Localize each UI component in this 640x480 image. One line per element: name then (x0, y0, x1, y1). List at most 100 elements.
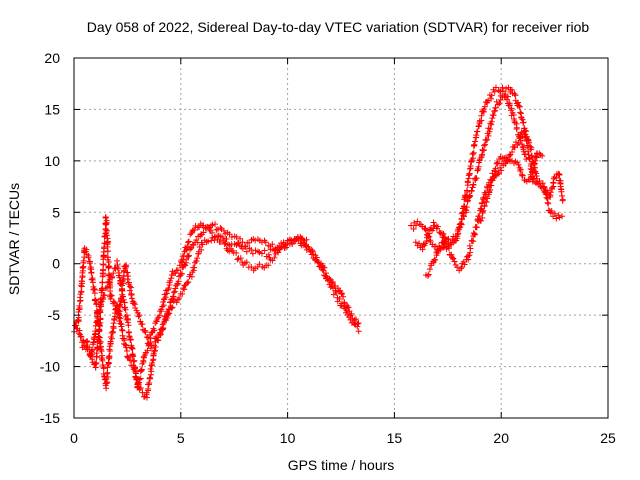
data-point (163, 290, 170, 297)
data-point (167, 298, 174, 305)
data-point (108, 335, 115, 342)
data-point (542, 190, 549, 197)
data-point (222, 240, 229, 247)
data-point (530, 159, 537, 166)
data-point (129, 345, 136, 352)
data-point (355, 320, 362, 327)
data-point (91, 290, 98, 297)
data-point (121, 337, 128, 344)
data-point (186, 252, 193, 259)
data-point (504, 157, 511, 164)
data-point (518, 171, 525, 178)
data-point (101, 245, 108, 252)
data-point (467, 193, 474, 200)
data-point (490, 112, 497, 119)
data-point (112, 313, 119, 320)
data-point (558, 188, 565, 195)
data-point (109, 329, 116, 336)
data-point (170, 289, 177, 296)
data-point (111, 315, 118, 322)
data-point (153, 333, 160, 340)
data-point (523, 128, 530, 135)
data-point (104, 254, 111, 261)
data-point (320, 272, 327, 279)
data-point (243, 248, 250, 255)
data-point (146, 341, 153, 348)
data-point (514, 99, 521, 106)
data-point (147, 345, 154, 352)
data-point (149, 360, 156, 367)
data-point (103, 221, 110, 228)
data-point (486, 189, 493, 196)
data-point (477, 217, 484, 224)
data-point (434, 223, 441, 230)
data-point (145, 387, 152, 394)
data-point (177, 272, 184, 279)
data-point (444, 236, 451, 243)
data-point (104, 379, 111, 386)
data-point (471, 141, 478, 148)
data-point (172, 285, 179, 292)
data-point (105, 265, 112, 272)
data-point (503, 96, 510, 103)
data-point (119, 277, 126, 284)
data-point (449, 237, 456, 244)
data-point (128, 295, 135, 302)
data-point (81, 342, 88, 349)
y-tick-label: -15 (40, 410, 60, 426)
data-point (124, 319, 131, 326)
data-point (319, 266, 326, 273)
data-point (118, 295, 125, 302)
data-point (256, 261, 263, 268)
x-tick-label: 15 (387, 430, 403, 446)
data-point (488, 118, 495, 125)
data-point (93, 350, 100, 357)
data-point (451, 258, 458, 265)
data-point (468, 158, 475, 165)
data-point (88, 347, 95, 354)
y-tick-label: 20 (44, 50, 60, 66)
data-point (519, 172, 526, 179)
data-point (425, 233, 432, 240)
data-point (212, 221, 219, 228)
data-point (124, 269, 131, 276)
data-point (98, 295, 105, 302)
data-point (94, 344, 101, 351)
data-point (553, 175, 560, 182)
data-point (198, 246, 205, 253)
data-point (305, 243, 312, 250)
data-point (165, 310, 172, 317)
data-point (468, 188, 475, 195)
data-point (127, 336, 134, 343)
data-point (432, 257, 439, 263)
data-point (185, 238, 192, 245)
data-point (89, 356, 96, 363)
data-point (440, 234, 447, 241)
data-point (466, 252, 473, 259)
data-point (528, 144, 535, 151)
data-point (352, 316, 359, 323)
data-point (339, 291, 345, 298)
data-point (176, 294, 183, 301)
data-point (262, 239, 269, 246)
data-point (137, 375, 144, 382)
data-point (122, 341, 129, 348)
data-point (458, 263, 465, 270)
data-point (83, 246, 90, 253)
x-axis-label: GPS time / hours (288, 457, 395, 473)
data-point (522, 151, 529, 158)
data-point (145, 334, 152, 341)
data-point (93, 359, 100, 366)
data-point (151, 348, 158, 355)
data-point (491, 108, 498, 115)
data-point (466, 165, 473, 172)
data-point (338, 290, 345, 297)
data-point (543, 194, 550, 201)
data-point (116, 274, 123, 281)
data-point (474, 128, 481, 135)
data-point (450, 255, 457, 262)
data-point (106, 354, 113, 361)
data-point (233, 234, 240, 241)
data-point (159, 303, 166, 310)
series-6 (423, 84, 566, 279)
